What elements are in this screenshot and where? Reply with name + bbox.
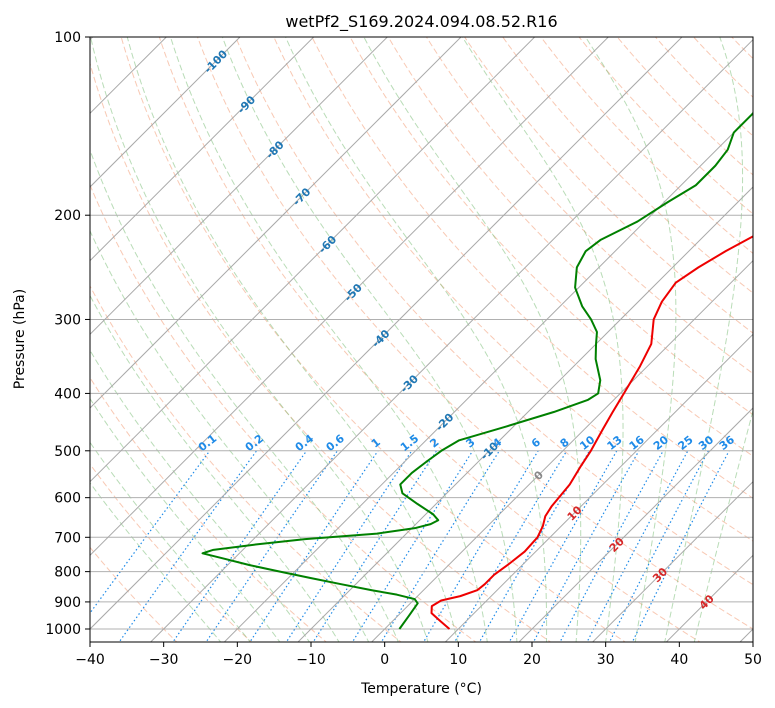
y-tick-label: 600 — [54, 491, 81, 507]
mixing-ratio-line — [351, 450, 474, 642]
dry-adiabat-line — [578, 37, 753, 215]
y-axis-ticks: 100 200 300 400 500 600 700 800 900 1000 — [45, 30, 90, 638]
mixing-ratio-lines — [90, 450, 730, 642]
y-tick-label: 400 — [54, 386, 81, 402]
moist-adiabat-line — [90, 397, 281, 642]
y-tick-label: 100 — [54, 30, 81, 46]
dewpoint-profile-line — [201, 111, 753, 630]
x-tick-label: 0 — [380, 652, 389, 668]
moist-adiabat-line — [221, 37, 518, 642]
skewed-isotherms — [90, 37, 753, 642]
dry-adiabat-line — [158, 37, 701, 642]
moist-adiabat-line — [90, 349, 311, 642]
x-tick-label: 40 — [670, 652, 688, 668]
isotherm-line — [297, 186, 753, 642]
y-tick-label: 1000 — [45, 622, 81, 638]
isotherm-line — [90, 37, 683, 630]
profile-series — [201, 111, 753, 630]
mixing-ratio-line — [118, 450, 258, 642]
mixing-ratio-line — [172, 450, 308, 642]
x-tick-label: 20 — [523, 652, 541, 668]
moist-adiabat-line — [284, 37, 548, 642]
moist-adiabat-line — [461, 37, 624, 642]
mixing-ratio-line — [608, 450, 709, 642]
isotherm-line — [591, 480, 753, 642]
y-tick-label: 700 — [54, 530, 81, 546]
dry-adiabats — [90, 37, 753, 642]
mixing-ratio-line — [559, 450, 664, 642]
isotherm-line — [90, 37, 241, 188]
dry-adiabat-line — [425, 37, 753, 375]
x-tick-label: −40 — [75, 652, 105, 668]
mixing-ratio-line — [454, 450, 568, 642]
isotherm-line — [90, 37, 462, 409]
y-axis-label: Pressure (hPa) — [12, 289, 28, 389]
isotherm-line — [444, 333, 753, 642]
isotherm-line — [518, 407, 753, 642]
moist-adiabat-line — [169, 37, 488, 642]
plot-area — [90, 37, 753, 642]
dry-adiabat-line — [654, 37, 753, 137]
temperature-profile-line — [430, 235, 753, 630]
x-tick-label: −20 — [223, 652, 253, 668]
x-axis-ticks: −40 −30 −20 −10 0 10 20 30 40 50 — [75, 642, 762, 668]
dry-adiabat-line — [196, 37, 753, 630]
y-tick-label: 200 — [54, 208, 81, 224]
mixing-ratio-line — [586, 450, 689, 642]
chart-title: wetPf2_S169.2024.094.08.52.R16 — [285, 12, 557, 32]
moist-adiabat-line — [363, 37, 582, 642]
isotherm-line — [90, 37, 536, 483]
y-tick-label: 800 — [54, 565, 81, 581]
x-tick-label: 50 — [744, 652, 762, 668]
plot-frame — [89, 36, 754, 643]
dry-adiabat-line — [311, 37, 753, 499]
dry-adiabat-line — [273, 37, 753, 542]
x-axis-label: Temperature (°C) — [360, 681, 482, 697]
pressure-gridlines — [90, 37, 753, 630]
isotherm-line — [90, 37, 315, 262]
mixing-ratio-line — [205, 450, 338, 642]
x-tick-label: 30 — [597, 652, 615, 668]
dry-adiabat-line — [90, 463, 253, 642]
isotherm-line — [149, 38, 753, 642]
isotherm-line — [370, 259, 753, 642]
y-tick-label: 900 — [54, 595, 81, 611]
x-tick-label: −30 — [149, 652, 179, 668]
moist-adiabat-line — [584, 37, 677, 642]
y-tick-label: 500 — [54, 444, 81, 460]
dry-adiabat-line — [616, 37, 753, 176]
dry-adiabat-line — [90, 183, 477, 642]
mixing-ratio-line — [312, 450, 438, 642]
isotherm-line — [90, 37, 610, 557]
x-tick-label: −10 — [296, 652, 326, 668]
dry-adiabat-line — [90, 61, 552, 642]
x-tick-label: 10 — [449, 652, 467, 668]
dry-adiabat-line — [349, 37, 753, 457]
mixing-ratio-line — [249, 450, 379, 642]
y-tick-label: 300 — [54, 312, 81, 328]
mixing-ratio-line — [285, 450, 413, 642]
mixing-ratio-line — [380, 450, 500, 642]
mixing-ratio-line — [90, 450, 211, 615]
dry-adiabat-line — [120, 37, 627, 642]
